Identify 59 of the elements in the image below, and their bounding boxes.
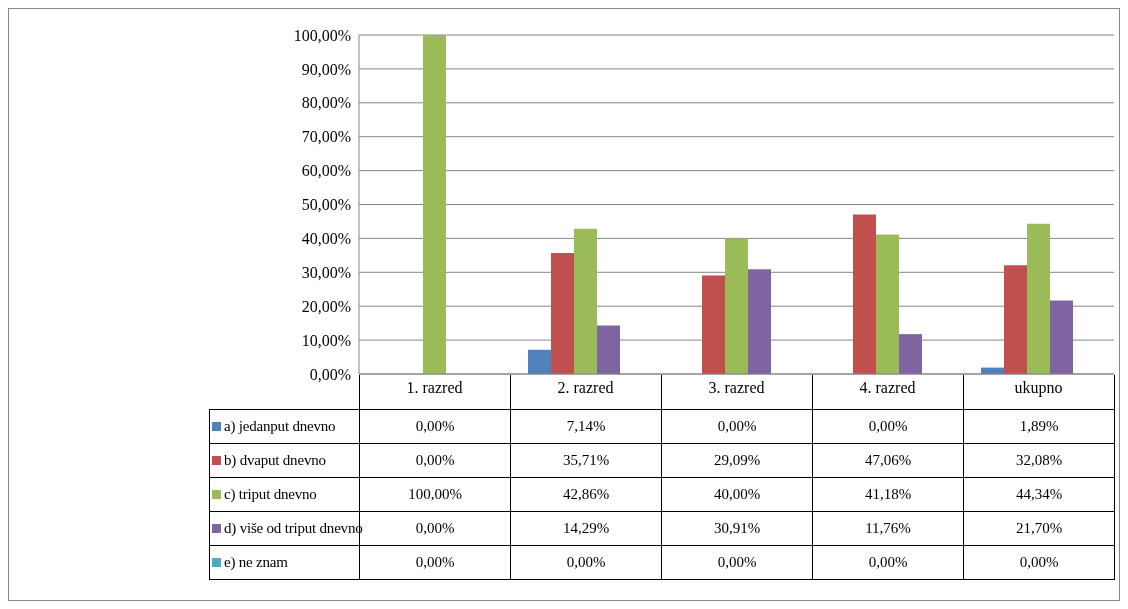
bar bbox=[748, 269, 771, 374]
bar bbox=[574, 228, 597, 374]
x-tick-label: ukupno bbox=[1014, 379, 1063, 398]
data-label: 0,00% bbox=[359, 409, 511, 443]
y-tick-label: 100,00% bbox=[293, 26, 351, 44]
data-label: 35,71% bbox=[510, 443, 662, 477]
y-tick-label: 0,00% bbox=[309, 365, 351, 383]
data-label: 14,29% bbox=[510, 511, 662, 545]
data-label: 41,18% bbox=[812, 477, 964, 511]
data-label: 1,89% bbox=[963, 409, 1115, 443]
data-label: 0,00% bbox=[359, 545, 511, 579]
bar bbox=[423, 35, 446, 374]
data-label: 11,76% bbox=[812, 511, 964, 545]
y-tick-label: 70,00% bbox=[301, 128, 351, 146]
bar bbox=[725, 238, 748, 374]
y-tick-label: 50,00% bbox=[301, 196, 351, 214]
data-label: 0,00% bbox=[359, 443, 511, 477]
y-tick-label: 10,00% bbox=[301, 331, 351, 349]
bar bbox=[528, 349, 551, 374]
legend-label: e) ne znam bbox=[224, 553, 288, 570]
bar bbox=[899, 334, 922, 374]
data-label: 29,09% bbox=[661, 443, 813, 477]
y-tick-label: 90,00% bbox=[301, 60, 351, 78]
y-tick-label: 60,00% bbox=[301, 162, 351, 180]
x-tick-label: 3. razred bbox=[708, 379, 765, 397]
data-label: 40,00% bbox=[661, 477, 813, 511]
data-label: 7,14% bbox=[510, 409, 662, 443]
bar bbox=[551, 252, 574, 374]
data-label: 21,70% bbox=[963, 511, 1115, 545]
data-label: 0,00% bbox=[812, 545, 964, 579]
bar bbox=[597, 325, 620, 374]
data-label: 30,91% bbox=[661, 511, 813, 545]
legend-label: c) triput dnevno bbox=[224, 485, 317, 502]
x-tick-label: 4. razred bbox=[859, 379, 916, 397]
data-label: 44,34% bbox=[963, 477, 1115, 511]
y-tick-label: 20,00% bbox=[301, 297, 351, 315]
y-tick-label: 30,00% bbox=[301, 263, 351, 281]
data-label: 0,00% bbox=[812, 409, 964, 443]
data-label: 0,00% bbox=[510, 545, 662, 579]
data-label: 42,86% bbox=[510, 477, 662, 511]
y-tick-label: 80,00% bbox=[301, 94, 351, 112]
x-tick-label: 1. razred bbox=[406, 379, 463, 397]
data-label: 0,00% bbox=[661, 545, 813, 579]
x-tick-label: 2. razred bbox=[557, 379, 614, 397]
bar bbox=[876, 234, 899, 374]
data-label: 0,00% bbox=[963, 545, 1115, 579]
bar bbox=[853, 214, 876, 374]
data-label: 47,06% bbox=[812, 443, 964, 477]
bar bbox=[702, 275, 725, 374]
y-tick-label: 40,00% bbox=[301, 230, 351, 248]
legend-label: b) dvaput dnevno bbox=[224, 451, 326, 468]
bar bbox=[1004, 265, 1027, 374]
legend-label: a) jedanput dnevno bbox=[224, 417, 336, 434]
data-label: 0,00% bbox=[661, 409, 813, 443]
data-label: 32,08% bbox=[963, 443, 1115, 477]
bar bbox=[1050, 300, 1073, 374]
data-label: 0,00% bbox=[415, 519, 455, 536]
data-label: 100,00% bbox=[359, 477, 511, 511]
bar bbox=[1027, 223, 1050, 374]
